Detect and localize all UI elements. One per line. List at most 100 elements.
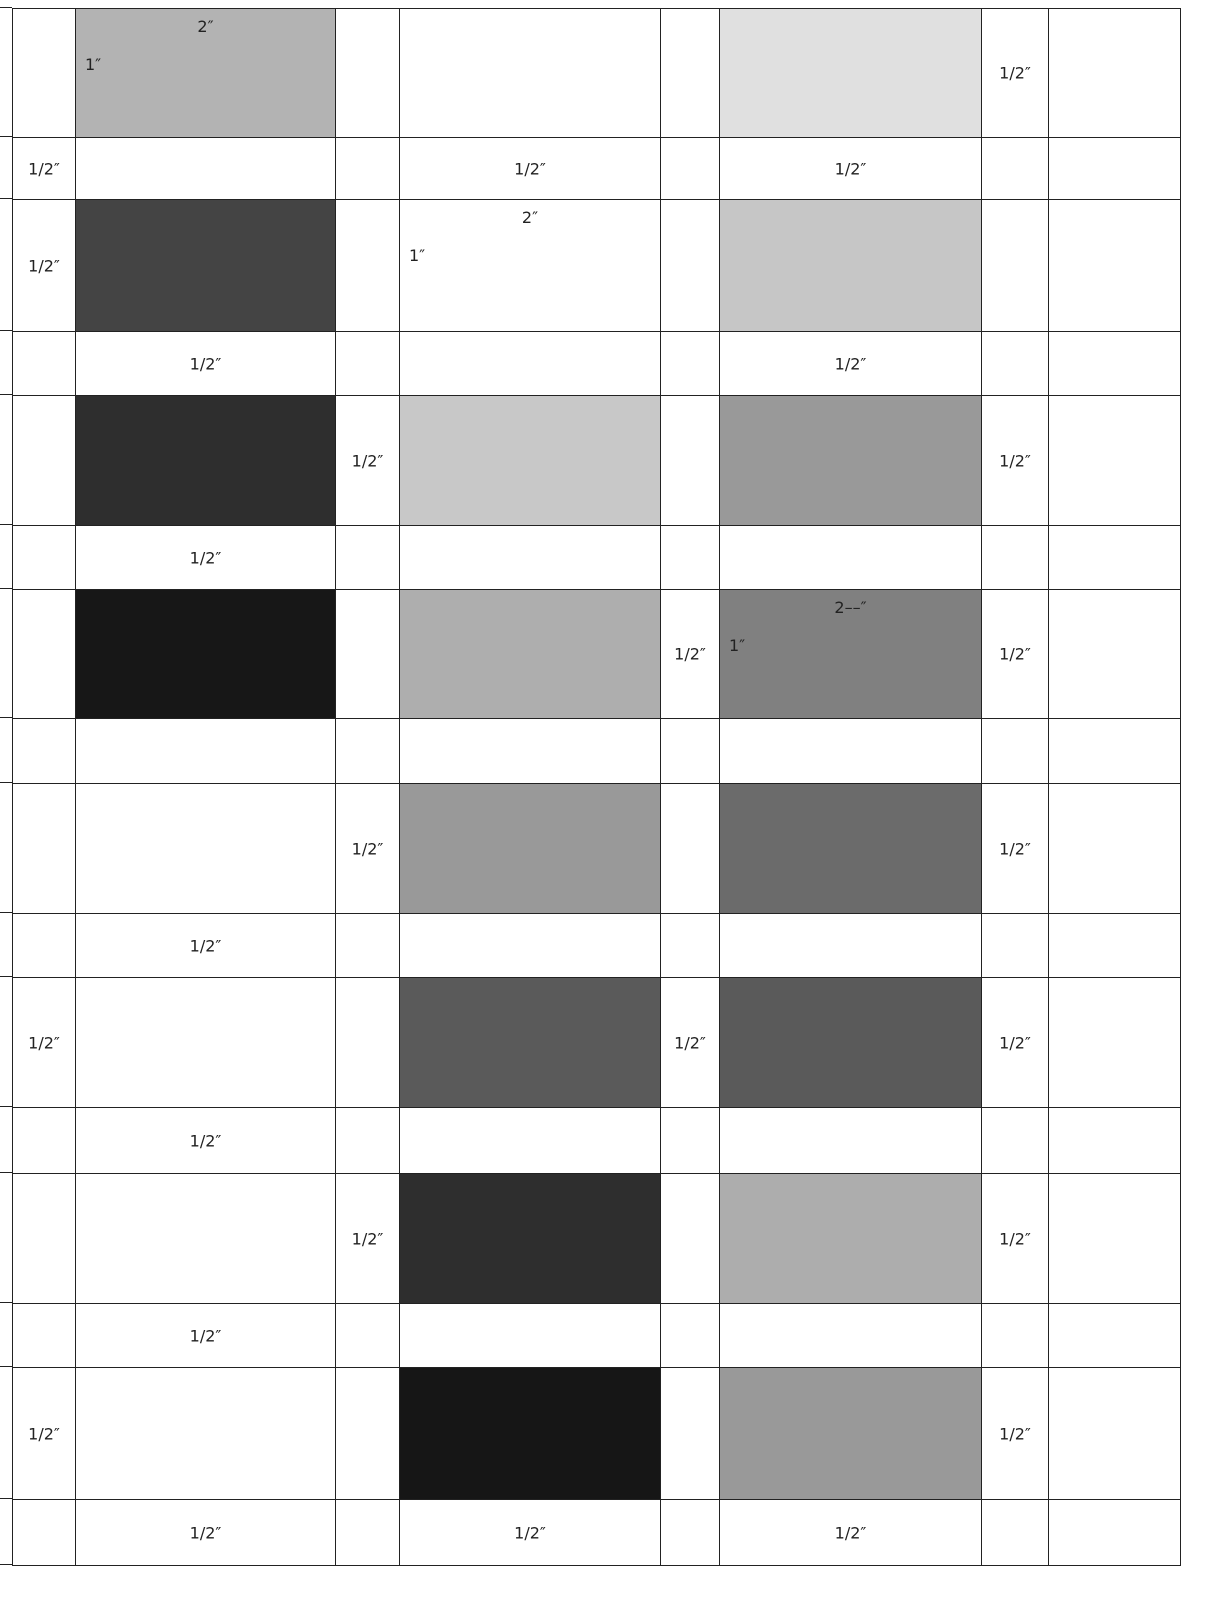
grid-cell (336, 9, 400, 138)
grid-cell (661, 396, 720, 526)
grid-line (0, 975, 12, 977)
grid-cell (661, 1108, 720, 1174)
fabric-block (400, 1368, 661, 1500)
grid-cell: 1/2″ (336, 396, 400, 526)
grid-cell (76, 1174, 336, 1304)
grid-cell (76, 719, 336, 784)
grid-cell: 1/2″ (720, 332, 982, 396)
dimension-label: 1/2″ (999, 644, 1031, 664)
grid-cell (336, 914, 400, 978)
grid-cell: 1/2″ (13, 978, 76, 1108)
grid-cell (76, 1368, 336, 1500)
grid-cell (13, 784, 76, 914)
grid-cell (336, 1108, 400, 1174)
dimension-label: 2––″ (834, 598, 867, 617)
grid-cell (661, 332, 720, 396)
grid-cell (336, 719, 400, 784)
dimension-label: 1/2″ (189, 1523, 222, 1542)
dimension-label: 1/2″ (28, 159, 60, 178)
grid-cell (400, 9, 661, 138)
grid-cell (661, 138, 720, 200)
grid-cell (1049, 1304, 1181, 1368)
grid-cell (1049, 200, 1181, 332)
grid-line (0, 911, 12, 913)
dimension-label: 1/2″ (674, 1033, 706, 1052)
grid-cell (720, 914, 982, 978)
grid-cell (1049, 719, 1181, 784)
dimension-label: 1/2″ (351, 1229, 384, 1248)
grid-cell (982, 200, 1049, 332)
dimension-label: 1/2″ (189, 1131, 222, 1150)
grid-cell (720, 719, 982, 784)
grid-cell (1049, 332, 1181, 396)
grid-cell (1049, 9, 1181, 138)
fabric-block (400, 396, 661, 526)
dimension-label: 1/2″ (189, 354, 222, 373)
dimension-label: 1″ (85, 55, 102, 74)
dimension-label: 1″ (409, 246, 426, 265)
dimension-label: 1/2″ (834, 354, 867, 373)
dimension-label: 1/2″ (514, 159, 546, 178)
fabric-block (76, 590, 336, 719)
grid-line (0, 1105, 12, 1107)
grid-cell (1049, 526, 1181, 590)
dimension-label: 1/2″ (189, 936, 222, 955)
grid-cell (982, 1304, 1049, 1368)
dimension-label: 1/2″ (189, 548, 222, 567)
grid-cell (13, 590, 76, 719)
grid-cell (1049, 1500, 1181, 1566)
grid-cell (13, 719, 76, 784)
fabric-block (720, 200, 982, 332)
grid-cell: 1/2″ (661, 590, 720, 719)
grid-cell: 1/2″ (400, 1500, 661, 1566)
grid-cell: 1/2″ (13, 200, 76, 332)
grid-cell (661, 1304, 720, 1368)
fabric-block (400, 978, 661, 1108)
grid-cell (982, 1500, 1049, 1566)
fabric-block (400, 590, 661, 719)
dimension-label: 1/2″ (999, 839, 1031, 858)
grid-cell (13, 526, 76, 590)
grid-cell: 1/2″ (76, 914, 336, 978)
dimension-label: 1/2″ (514, 1523, 546, 1542)
grid-cell (982, 914, 1049, 978)
grid-cell (1049, 138, 1181, 200)
grid-cell (400, 719, 661, 784)
grid-line (0, 523, 12, 525)
grid-line (0, 1497, 12, 1499)
dimension-label: 1/2″ (189, 1326, 222, 1345)
grid-cell: 1/2″ (661, 978, 720, 1108)
grid-cell (661, 1368, 720, 1500)
dimension-label: 1/2″ (999, 451, 1031, 470)
grid-line (0, 781, 12, 783)
grid-cell (661, 719, 720, 784)
grid-cell (13, 914, 76, 978)
grid-cell (1049, 1174, 1181, 1304)
grid-cell (1049, 1108, 1181, 1174)
grid-cell (661, 9, 720, 138)
grid-cell (720, 1108, 982, 1174)
grid-cell (13, 1108, 76, 1174)
grid-cell (1049, 978, 1181, 1108)
grid-cell (982, 138, 1049, 200)
grid-cell: 1/2″ (76, 1500, 336, 1566)
fabric-block (76, 200, 336, 332)
grid-cell (13, 1304, 76, 1368)
fabric-block (76, 396, 336, 526)
grid-cell: 1/2″ (336, 784, 400, 914)
dimension-label: 1/2″ (674, 644, 706, 664)
grid-line (0, 1365, 12, 1367)
grid-cell: 1/2″ (336, 1174, 400, 1304)
grid-cell (661, 1500, 720, 1566)
grid-line (0, 1301, 12, 1303)
fabric-block: 2––″ 1″ (720, 590, 982, 719)
grid-line (0, 1563, 12, 1565)
dimension-label: 2″ (197, 17, 214, 36)
grid-cell (720, 1304, 982, 1368)
dimension-label: 1/2″ (28, 1033, 60, 1052)
grid-cell (13, 9, 76, 138)
grid-cell (661, 914, 720, 978)
quilt-layout-grid: 2″ 1″ 1/2″ 1/2″ 1/2″ 1/2″ 1/2″ 2″ 1″ 1/2″ 1/2″ 1/2″… (12, 8, 1181, 1566)
grid-cell: 1/2″ (13, 1368, 76, 1500)
grid-cell: 1/2″ (982, 978, 1049, 1108)
